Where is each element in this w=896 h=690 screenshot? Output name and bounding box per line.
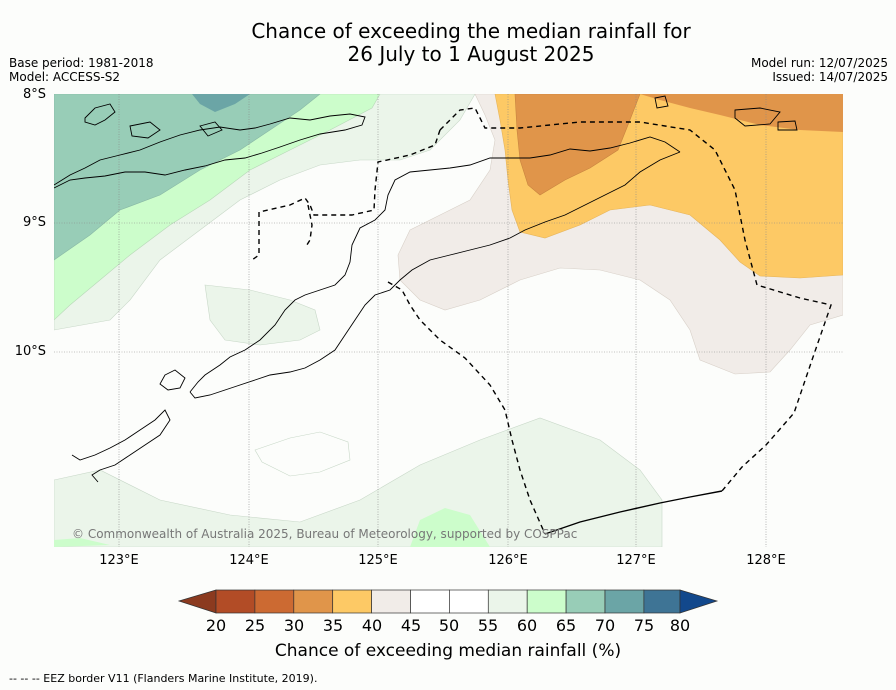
colorbar-tick: 25 — [244, 616, 266, 635]
coast-timor-north — [189, 136, 681, 393]
region-30-35-east — [640, 94, 843, 132]
eez-border — [251, 107, 832, 535]
colorbar-75-80 — [643, 589, 681, 614]
coast-small-islands — [84, 103, 223, 139]
colorbar-40-45 — [371, 589, 411, 614]
graticule — [54, 94, 843, 547]
run-info: Model run: 12/07/2025 Issued: 14/07/2025 — [751, 56, 888, 84]
colorbar-70-75 — [604, 589, 645, 614]
base-period: Base period: 1981-2018 — [9, 56, 154, 70]
map-title: Chance of exceeding the median rainfall … — [0, 20, 896, 66]
region-60-65-south — [410, 508, 490, 547]
coast-timor-south — [189, 151, 681, 399]
colorbar-tick: 55 — [477, 616, 499, 635]
colorbar-50-55 — [449, 589, 489, 614]
coast-rote — [71, 409, 171, 483]
model-name: Model: ACCESS-S2 — [9, 70, 121, 84]
lon-label-124e: 124°E — [229, 553, 269, 568]
colorbar-tick: 20 — [205, 616, 227, 635]
colorbar-tick: 70 — [594, 616, 616, 635]
lon-label-123e: 123°E — [99, 553, 139, 568]
colorbar-tick: 45 — [400, 616, 422, 635]
lon-label-125e: 125°E — [358, 553, 398, 568]
colorbar-tick: 75 — [633, 616, 655, 635]
coast-wetar — [654, 95, 798, 131]
rainfall-contours — [54, 94, 843, 547]
colorbar-45-50 — [410, 589, 450, 614]
colorbar-25-30 — [254, 589, 295, 614]
lat-label-8s: 8°S — [22, 87, 46, 102]
colorbar-tick: 80 — [669, 616, 691, 635]
colorbar-tick: 65 — [555, 616, 577, 635]
colorbar-65-70 — [565, 589, 606, 614]
region-55-60-south — [54, 417, 663, 547]
title-line-1: Chance of exceeding the median rainfall … — [251, 19, 691, 43]
region-55-60-west — [204, 284, 321, 346]
border-solid — [544, 490, 723, 535]
title-line-2: 26 July to 1 August 2025 — [347, 42, 595, 66]
colorbar-tick: 60 — [516, 616, 538, 635]
model-run: Model run: 12/07/2025 — [750, 56, 888, 70]
region-60-65-southwest — [54, 538, 110, 547]
colorbar-label: Chance of exceeding median rainfall (%) — [274, 641, 622, 661]
issued-date: Issued: 14/07/2025 — [772, 70, 888, 84]
colorbar-tick: 50 — [438, 616, 460, 635]
coast-semau — [159, 369, 186, 391]
eez-legend: -- -- -- EEZ border V11 (Flanders Marine… — [9, 672, 318, 685]
colorbar-35-40 — [332, 589, 372, 614]
colorbar-tick: 40 — [361, 616, 383, 635]
region-50-55-patch — [254, 431, 351, 477]
lat-label-10s: 10°S — [14, 344, 46, 359]
lon-label-126e: 126°E — [488, 553, 528, 568]
colorbar — [177, 589, 719, 614]
coast-flores-alor — [54, 113, 366, 189]
colorbar-20-25 — [215, 589, 256, 614]
colorbar-tick: 30 — [283, 616, 305, 635]
region-30-35-west — [514, 94, 641, 196]
colorbar-30-35 — [293, 589, 334, 614]
colorbar-55-60 — [487, 589, 528, 614]
region-70-75 — [192, 94, 250, 112]
lon-label-128e: 128°E — [746, 553, 786, 568]
colorbar-60-65 — [526, 589, 567, 614]
base-info: Base period: 1981-2018 Model: ACCESS-S2 — [9, 56, 154, 84]
lon-label-127e: 127°E — [616, 553, 656, 568]
colorbar-above-80 — [679, 589, 719, 614]
lat-label-9s: 9°S — [22, 215, 46, 230]
colorbar-below-20 — [177, 589, 217, 614]
region-65-70 — [54, 94, 321, 261]
coastlines — [54, 95, 798, 483]
colorbar-tick: 35 — [322, 616, 344, 635]
copyright-notice: © Commonwealth of Australia 2025, Bureau… — [72, 527, 578, 541]
